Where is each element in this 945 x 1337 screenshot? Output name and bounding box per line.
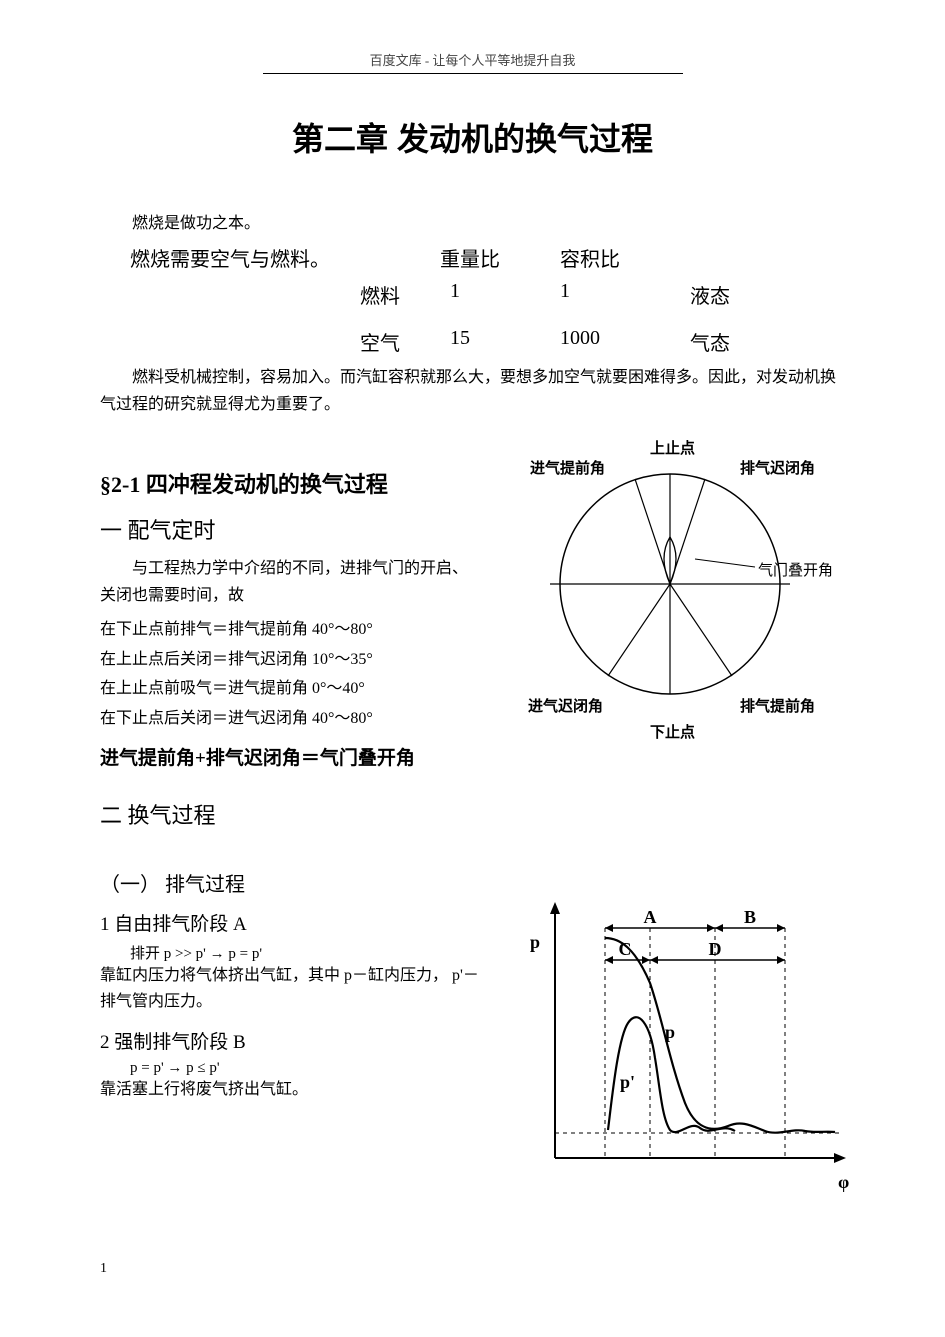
timing-line-2: 在上止点前吸气＝进气提前角 0°～40° (100, 674, 480, 704)
timing-line-3: 在下止点后关闭＝进气迟闭角 40°～80° (100, 704, 480, 734)
valve-label-tl: 进气提前角 (530, 457, 605, 478)
ratio-col2-header: 容积比 (560, 243, 620, 272)
item1-title: 1 自由排气阶段 A (100, 909, 480, 936)
chart-axis-x: φ (838, 1172, 849, 1192)
header-source: 百度文库 - 让每个人平等地提升自我 (263, 50, 683, 74)
item2-body: 靠活塞上行将废气挤出气缸。 (100, 1077, 480, 1103)
page-number: 1 (100, 1261, 107, 1277)
chart-curve-pprime: p' (620, 1072, 635, 1092)
item1-formula: 排开 p >> p' → p = p' (100, 942, 480, 963)
valve-label-bl: 进气迟闭角 (528, 695, 603, 716)
chart-curve-p: p (665, 1022, 675, 1042)
ratio-col1-header: 重量比 (440, 243, 500, 272)
intro-line-2: 燃料受机械控制，容易加入。而汽缸容积就那么大，要想多加空气就要困难得多。因此，对… (100, 364, 845, 418)
chart-label-B: B (744, 907, 756, 927)
valve-label-bottom: 下止点 (650, 721, 695, 742)
valve-label-top: 上止点 (650, 437, 695, 458)
valve-label-right: 气门叠开角 (758, 559, 833, 580)
ratio-row0-volume: 1 (550, 280, 690, 309)
section-2-1-heading: §2-1 四冲程发动机的换气过程 (100, 467, 480, 499)
chart-label-D: D (709, 939, 722, 959)
intro-line-1: 燃烧是做功之本。 (100, 210, 845, 237)
valve-label-tr: 排气迟闭角 (740, 457, 815, 478)
timing-line-1: 在上止点后关闭＝排气迟闭角 10°～35° (100, 645, 480, 675)
timing-line-0: 在下止点前排气＝排气提前角 40°～80° (100, 615, 480, 645)
ratio-row1-state: 气态 (690, 327, 790, 356)
ratio-row1-volume: 1000 (550, 327, 690, 356)
timing-list: 在下止点前排气＝排气提前角 40°～80° 在上止点后关闭＝排气迟闭角 10°～… (100, 615, 480, 733)
ratio-row0-weight: 1 (440, 280, 550, 309)
pressure-phi-chart: A B C D p φ p p' (500, 888, 860, 1198)
valve-overlap-formula: 进气提前角+排气迟闭角＝气门叠开角 (100, 743, 480, 770)
heading-exchange-process: 二 换气过程 (100, 798, 845, 830)
ratio-intro-left: 燃烧需要空气与燃料。 (100, 243, 380, 272)
ratio-table: 燃料 1 1 液态 空气 15 1000 气态 (360, 280, 845, 356)
valve-label-br: 排气提前角 (740, 695, 815, 716)
timing-para: 与工程热力学中介绍的不同，进排气门的开启、关闭也需要时间，故 (100, 555, 480, 609)
valve-timing-diagram: 上止点 下止点 进气提前角 排气迟闭角 气门叠开角 进气迟闭角 排气提前角 (500, 439, 840, 759)
sub-heading-timing: 一 配气定时 (100, 513, 480, 545)
item2-formula: p = p' → p ≤ p' (100, 1060, 480, 1077)
item2-title: 2 强制排气阶段 B (100, 1027, 480, 1054)
ratio-row1-label: 空气 (360, 327, 440, 356)
ratio-row0-label: 燃料 (360, 280, 440, 309)
ratio-row1-weight: 15 (440, 327, 550, 356)
ratio-intro-row: 燃烧需要空气与燃料。 重量比 容积比 (100, 243, 845, 272)
chart-label-A: A (644, 907, 657, 927)
sub-heading-exhaust: （一） 排气过程 (100, 868, 480, 897)
ratio-row0-state: 液态 (690, 280, 790, 309)
item1-body: 靠缸内压力将气体挤出气缸，其中 p－缸内压力， p'－排气管内压力。 (100, 963, 480, 1014)
chapter-title: 第二章 发动机的换气过程 (100, 114, 845, 160)
chart-axis-y: p (530, 932, 540, 952)
chart-label-C: C (619, 939, 632, 959)
